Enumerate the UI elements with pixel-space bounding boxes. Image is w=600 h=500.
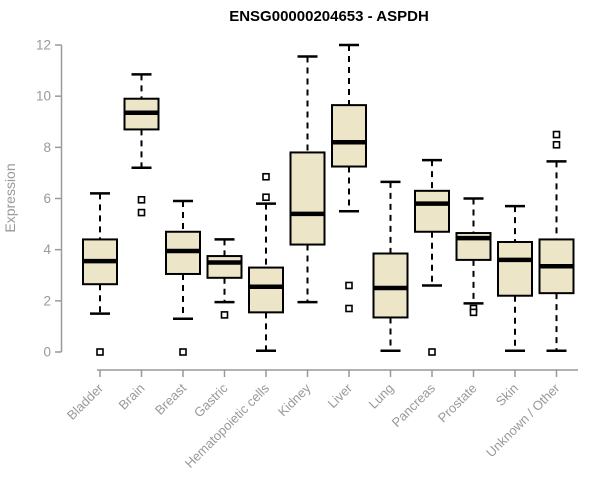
x-axis-category-label: Breast xyxy=(152,380,189,417)
boxplot-bladder xyxy=(82,192,118,356)
outlier-point xyxy=(552,140,561,149)
y-axis-tick-label: 4 xyxy=(43,242,51,257)
outlier-point xyxy=(96,348,104,356)
x-axis-category-label: Prostate xyxy=(435,381,480,426)
x-axis-category-label: Liver xyxy=(325,380,356,411)
outlier-point xyxy=(552,130,561,139)
y-axis-tick-label: 12 xyxy=(36,38,51,53)
iqr-box xyxy=(206,255,243,279)
iqr-box xyxy=(289,151,326,246)
x-axis-category-label: Bladder xyxy=(64,380,107,423)
boxplot-lung xyxy=(372,180,409,352)
boxplot-breast xyxy=(165,199,201,356)
x-axis-category-label: Gastric xyxy=(191,380,231,420)
x-axis-category-label: Brain xyxy=(116,381,148,413)
outlier-point xyxy=(469,308,478,317)
x-axis-category-label: Kidney xyxy=(275,380,314,419)
boxplot-gastric xyxy=(206,238,243,319)
outlier-point xyxy=(179,348,187,356)
boxplot-skin xyxy=(497,204,533,352)
x-axis-category-label: Unknown / Other xyxy=(483,380,563,460)
outlier-point xyxy=(345,281,353,290)
outlier-point xyxy=(137,195,146,204)
boxplot-hematopoietic-cells xyxy=(248,172,284,352)
outlier-point xyxy=(220,311,229,319)
iqr-box xyxy=(248,266,284,314)
iqr-box xyxy=(497,240,533,297)
outlier-point xyxy=(345,304,353,313)
iqr-box xyxy=(331,104,367,168)
x-axis-category-label: Pancreas xyxy=(389,380,439,430)
outlier-point xyxy=(428,348,436,356)
outlier-point xyxy=(262,172,270,181)
boxplot-prostate xyxy=(455,197,492,317)
y-axis-tick-label: 0 xyxy=(43,345,51,360)
y-axis-tick-label: 6 xyxy=(43,191,51,206)
y-axis-title: Expression xyxy=(2,163,18,232)
x-axis-category-label: Skin xyxy=(493,381,521,409)
boxes-layer xyxy=(82,43,575,356)
iqr-box xyxy=(414,189,450,233)
y-axis-tick-label: 2 xyxy=(43,293,51,308)
chart-title: ENSG00000204653 - ASPDH xyxy=(229,8,429,25)
x-axis-category-label: Lung xyxy=(366,381,397,412)
outlier-point xyxy=(262,193,270,202)
boxplot-unknown-other xyxy=(538,130,575,352)
y-axis-tick-label: 8 xyxy=(43,140,51,155)
boxplot-brain xyxy=(123,73,160,217)
boxplot-liver xyxy=(331,43,367,313)
boxplot-pancreas xyxy=(414,158,450,356)
boxplot-kidney xyxy=(289,55,326,304)
outlier-point xyxy=(137,208,146,217)
y-axis-tick-label: 10 xyxy=(36,89,51,104)
iqr-box xyxy=(372,252,409,319)
